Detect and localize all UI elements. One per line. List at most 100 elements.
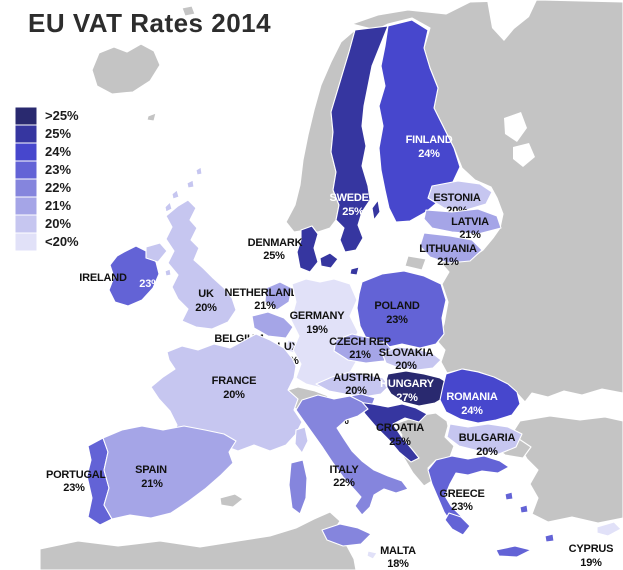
country-spain-shape xyxy=(102,425,237,520)
sardinia-shape xyxy=(288,459,308,515)
aegean-island-2 xyxy=(519,504,529,514)
country-greece-label: GREECE xyxy=(439,488,484,500)
corsica-shape xyxy=(294,426,309,454)
country-greece-rate: 23% xyxy=(451,501,473,513)
country-spain-label: SPAIN xyxy=(135,464,167,476)
non-eu-landmass xyxy=(39,0,623,570)
lake-onega xyxy=(513,143,535,167)
country-lithuania-rate: 21% xyxy=(437,256,459,268)
country-hungary-rate: 27% xyxy=(396,392,418,404)
country-croatia-shape xyxy=(357,401,428,463)
rhodes-shape xyxy=(544,533,555,543)
country-sweden-label: SWEDEN xyxy=(329,192,376,204)
country-romania-label: ROMANIA xyxy=(446,391,497,403)
country-croatia-rate: 25% xyxy=(389,436,411,448)
orkney-shape xyxy=(186,179,195,189)
country-poland-label: POLAND xyxy=(374,300,420,312)
country-malta-label: MALTA xyxy=(380,545,416,557)
legend-swatch-lt20 xyxy=(14,232,38,252)
country-uk-great-britain-shape xyxy=(165,199,237,330)
country-netherlands-label: NETHERLANDS xyxy=(225,287,306,299)
country-romania-shape xyxy=(439,368,521,424)
country-germany: GERMANY 19% xyxy=(290,278,359,393)
legend-label-23: 23% xyxy=(45,162,71,177)
jan-mayen-shape xyxy=(181,5,196,17)
legend-swatch-21 xyxy=(14,196,38,216)
country-romania: ROMANIA 24% xyxy=(439,368,521,424)
country-austria: AUSTRIA 20% xyxy=(315,371,390,398)
country-italy: ITALY 22% xyxy=(288,394,409,547)
balearic-islands-shape xyxy=(219,493,244,508)
country-malta-shape xyxy=(366,550,378,560)
legend-label-25: 25% xyxy=(45,126,71,141)
country-denmark-islands-shape xyxy=(319,252,339,269)
shetland-shape xyxy=(195,166,203,176)
country-latvia-rate: 21% xyxy=(459,229,481,241)
country-slovakia-rate: 20% xyxy=(395,360,417,372)
hebrides-shape xyxy=(164,201,173,213)
legend-swatch-24 xyxy=(14,142,38,162)
country-sweden: SWEDEN 25% xyxy=(329,25,389,253)
country-bulgaria-rate: 20% xyxy=(476,446,498,458)
legend: >25% 25% 24% 23% 22% 21% 20% <20% xyxy=(14,106,79,252)
country-france-shape xyxy=(150,333,303,456)
country-france-rate: 20% xyxy=(223,389,245,401)
lake-ladoga xyxy=(504,112,527,142)
country-czech-republic-rate: 21% xyxy=(349,349,371,361)
kaliningrad-shape xyxy=(404,255,427,271)
country-spain: SPAIN 21% xyxy=(102,425,237,520)
country-poland-shape xyxy=(356,270,447,349)
country-italy-label: ITALY xyxy=(330,464,360,476)
country-poland: POLAND 23% xyxy=(356,270,447,349)
country-netherlands-rate: 21% xyxy=(254,300,276,312)
legend-swatch-22 xyxy=(14,178,38,198)
country-italy-shape xyxy=(295,394,409,516)
sicily-shape xyxy=(321,523,372,547)
country-czech-republic-label: CZECH REP xyxy=(329,336,391,348)
bornholm-shape xyxy=(349,266,360,276)
legend-swatch-20 xyxy=(14,214,38,234)
country-poland-rate: 23% xyxy=(386,314,408,326)
country-belgium-shape xyxy=(251,311,294,339)
country-germany-rate: 19% xyxy=(306,324,328,336)
country-romania-rate: 24% xyxy=(461,405,483,417)
country-denmark: DENMARK 25% xyxy=(248,225,360,276)
country-latvia: LATVIA 21% xyxy=(423,208,502,241)
country-lithuania: LITHUANIA 21% xyxy=(419,232,483,268)
country-portugal-label: PORTUGAL xyxy=(46,469,107,481)
country-denmark-rate: 25% xyxy=(263,250,285,262)
country-hungary: HUNGARY 27% xyxy=(380,370,452,407)
legend-swatch-gt25 xyxy=(14,106,38,126)
country-cyprus: CYPRUS 19% xyxy=(569,521,622,569)
country-cyprus-label: CYPRUS xyxy=(569,543,614,555)
country-estonia-shape xyxy=(427,180,493,211)
country-estonia: ESTONIA 20% xyxy=(427,180,493,217)
country-denmark-jutland-shape xyxy=(296,225,319,273)
country-malta-rate: 18% xyxy=(387,558,409,570)
legend-label-24: 24% xyxy=(45,144,71,159)
country-sweden-rate: 25% xyxy=(342,206,364,218)
legend-label-21: 21% xyxy=(45,198,71,213)
country-bulgaria: BULGARIA 20% xyxy=(446,423,523,458)
eu-countries: SWEDEN 25% FINLAND 24% ESTONIA 20% LATVI… xyxy=(46,19,622,570)
country-slovakia-label: SLOVAKIA xyxy=(379,347,434,359)
legend-swatch-25 xyxy=(14,124,38,144)
country-lithuania-label: LITHUANIA xyxy=(419,243,477,255)
country-france-label: FRANCE xyxy=(212,375,257,387)
country-slovakia: SLOVAKIA 20% xyxy=(379,346,442,372)
country-sweden-shape xyxy=(330,25,389,253)
country-finland-rate: 24% xyxy=(418,148,440,160)
north-africa-shape xyxy=(39,511,357,570)
country-czech-republic: CZECH REP 21% xyxy=(329,333,395,364)
country-portugal-rate: 23% xyxy=(63,482,85,494)
peloponnese-shape xyxy=(444,512,471,536)
crete-shape xyxy=(495,545,532,558)
gotland-shape xyxy=(371,199,381,221)
faroe-shape xyxy=(146,112,157,122)
map-title: EU VAT Rates 2014 xyxy=(28,8,271,38)
country-malta: MALTA 18% xyxy=(366,545,416,570)
country-uk-label: UK xyxy=(198,288,214,300)
country-cyprus-shape xyxy=(596,521,622,537)
country-spain-rate: 21% xyxy=(141,478,163,490)
